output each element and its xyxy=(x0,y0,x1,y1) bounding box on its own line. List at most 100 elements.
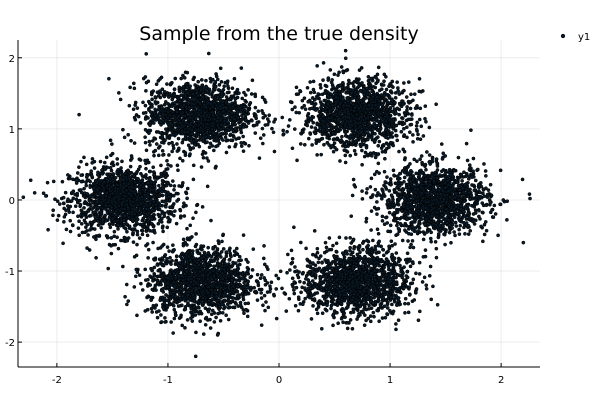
scatter-point xyxy=(172,87,177,92)
scatter-point xyxy=(383,185,388,189)
scatter-point xyxy=(377,139,382,144)
scatter-point xyxy=(151,89,156,93)
scatter-point xyxy=(408,117,413,122)
scatter-point xyxy=(315,153,319,157)
scatter-point xyxy=(79,179,84,184)
scatter-point xyxy=(310,106,315,111)
scatter-point xyxy=(336,73,340,78)
scatter-point xyxy=(212,101,217,106)
scatter-point xyxy=(365,86,369,91)
scatter-point xyxy=(182,201,186,206)
scatter-point xyxy=(138,190,142,195)
scatter-point xyxy=(130,227,135,232)
scatter-point xyxy=(90,221,95,226)
scatter-point xyxy=(143,197,147,202)
scatter-point xyxy=(177,114,181,119)
scatter-point xyxy=(136,167,141,172)
scatter-point xyxy=(224,150,229,155)
scatter-point xyxy=(373,103,378,107)
scatter-point xyxy=(302,96,307,101)
scatter-point xyxy=(175,142,179,146)
scatter-point xyxy=(133,224,137,228)
scatter-point xyxy=(89,169,94,173)
scatter-point xyxy=(305,123,310,128)
scatter-point xyxy=(75,171,80,175)
scatter-point xyxy=(164,106,169,111)
scatter-point xyxy=(144,88,148,93)
scatter-point xyxy=(82,206,86,210)
scatter-point xyxy=(115,157,120,161)
scatter-point xyxy=(209,79,213,84)
scatter-point xyxy=(190,127,194,132)
scatter-point xyxy=(194,116,198,121)
scatter-point xyxy=(179,129,184,134)
scatter-point xyxy=(190,118,195,123)
scatter-point xyxy=(224,129,229,134)
scatter-point xyxy=(205,184,210,189)
scatter-point xyxy=(397,92,402,96)
scatter-point xyxy=(321,61,326,65)
scatter-point xyxy=(362,87,366,91)
scatter-point xyxy=(153,107,157,112)
scatter-point xyxy=(384,135,388,140)
scatter-point xyxy=(409,92,413,97)
scatter-point xyxy=(372,172,377,177)
scatter-point xyxy=(394,111,398,116)
scatter-point xyxy=(160,209,164,214)
scatter-point xyxy=(473,178,478,183)
scatter-point xyxy=(85,222,90,227)
scatter-point xyxy=(174,132,179,136)
scatter-point xyxy=(98,190,102,195)
scatter-point xyxy=(84,215,89,220)
scatter-point xyxy=(140,232,145,237)
scatter-point xyxy=(99,225,104,230)
scatter-point xyxy=(346,140,351,145)
scatter-point xyxy=(361,138,365,143)
scatter-point xyxy=(151,212,156,217)
scatter-point xyxy=(201,155,206,160)
scatter-point xyxy=(107,76,111,81)
scatter-point xyxy=(152,136,156,140)
scatter-point xyxy=(414,124,419,128)
scatter-point xyxy=(105,183,110,188)
scatter-point xyxy=(63,190,68,195)
scatter-point xyxy=(310,143,314,147)
scatter-point xyxy=(281,128,286,133)
scatter-point xyxy=(244,112,248,117)
scatter-point xyxy=(190,131,195,136)
scatter-point xyxy=(375,79,380,84)
scatter-point xyxy=(174,191,179,196)
scatter-point xyxy=(324,84,329,89)
scatter-point xyxy=(203,87,208,92)
scatter-point xyxy=(91,210,95,215)
scatter-point xyxy=(231,94,236,98)
scatter-point xyxy=(401,99,405,104)
scatter-point xyxy=(114,212,118,217)
scatter-point xyxy=(148,101,152,106)
scatter-point xyxy=(391,103,395,108)
scatter-point xyxy=(381,142,386,147)
scatter-point xyxy=(153,95,158,99)
scatter-point xyxy=(317,109,322,114)
scatter-point xyxy=(484,228,489,233)
scatter-point xyxy=(187,105,192,109)
scatter-point xyxy=(335,108,339,112)
scatter-point xyxy=(239,109,243,114)
scatter-point xyxy=(111,196,116,201)
scatter-point xyxy=(57,202,62,206)
scatter-point xyxy=(402,81,406,85)
scatter-point xyxy=(221,109,226,113)
scatter-point xyxy=(389,89,393,93)
scatter-point xyxy=(109,174,114,179)
scatter-point xyxy=(389,239,394,244)
scatter-point xyxy=(110,142,114,146)
scatter-point xyxy=(434,255,439,260)
scatter-point xyxy=(239,118,244,122)
scatter-point xyxy=(306,136,311,141)
scatter-point xyxy=(195,89,200,94)
scatter-point xyxy=(149,198,154,203)
scatter-point xyxy=(68,218,73,223)
scatter-point xyxy=(309,116,313,121)
scatter-point xyxy=(214,74,219,79)
scatter-point xyxy=(219,91,224,96)
